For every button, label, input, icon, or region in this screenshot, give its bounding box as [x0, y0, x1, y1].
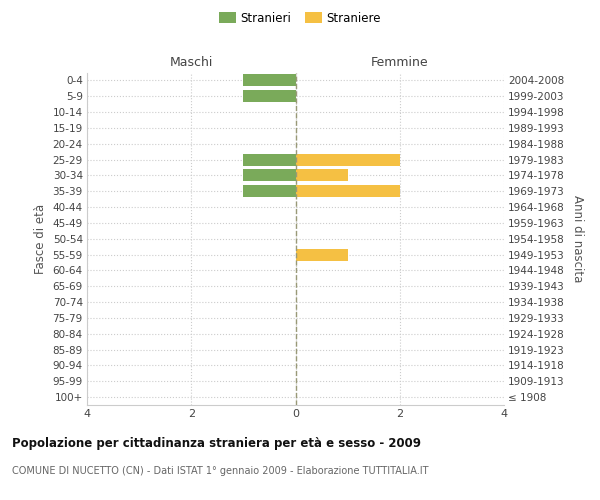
Text: Popolazione per cittadinanza straniera per età e sesso - 2009: Popolazione per cittadinanza straniera p…: [12, 438, 421, 450]
Legend: Stranieri, Straniere: Stranieri, Straniere: [214, 7, 386, 30]
Bar: [244, 74, 296, 86]
Text: Maschi: Maschi: [170, 56, 213, 68]
Bar: [296, 248, 347, 260]
Bar: [296, 170, 347, 181]
Bar: [244, 186, 296, 197]
Y-axis label: Anni di nascita: Anni di nascita: [571, 195, 584, 282]
Bar: [296, 154, 400, 166]
Text: Femmine: Femmine: [371, 56, 428, 68]
Y-axis label: Fasce di età: Fasce di età: [34, 204, 47, 274]
Bar: [244, 154, 296, 166]
Bar: [244, 170, 296, 181]
Text: COMUNE DI NUCETTO (CN) - Dati ISTAT 1° gennaio 2009 - Elaborazione TUTTITALIA.IT: COMUNE DI NUCETTO (CN) - Dati ISTAT 1° g…: [12, 466, 428, 476]
Bar: [296, 186, 400, 197]
Bar: [244, 90, 296, 102]
